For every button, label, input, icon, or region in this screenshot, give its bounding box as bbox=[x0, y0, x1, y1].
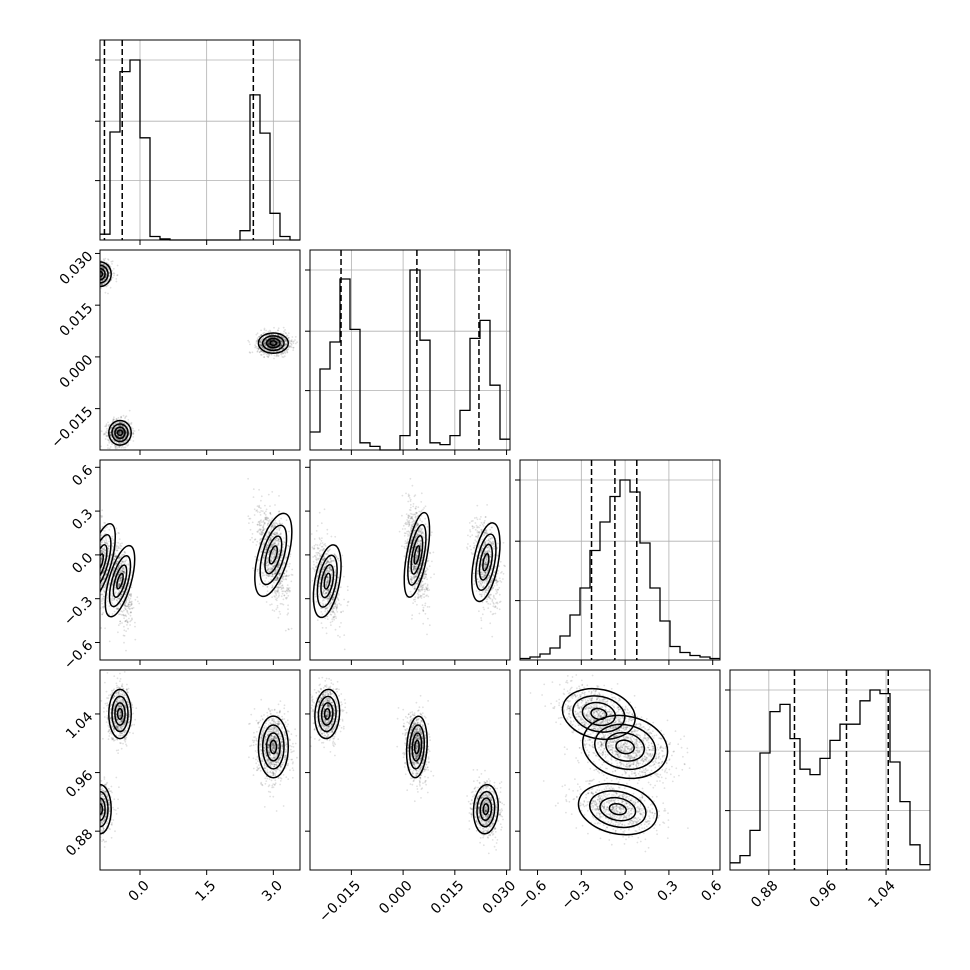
panel-3-0 bbox=[95, 669, 301, 875]
x-tick-label: 0.0 bbox=[126, 878, 153, 905]
contour-group bbox=[314, 688, 341, 740]
contour-group bbox=[561, 687, 636, 740]
contour-group bbox=[108, 419, 132, 446]
histogram-bars bbox=[520, 479, 720, 660]
x-tick-label: 0.0 bbox=[611, 878, 638, 905]
x-tick-label: 0.96 bbox=[807, 878, 840, 911]
y-tick-label: 0.88 bbox=[63, 826, 96, 859]
contour-group bbox=[403, 511, 431, 598]
contour-group bbox=[100, 522, 117, 602]
contour-group bbox=[581, 714, 669, 780]
panel-3-1 bbox=[305, 669, 511, 875]
panel-frame bbox=[309, 669, 511, 871]
panel-1-1 bbox=[305, 249, 511, 455]
x-tick-label: 1.04 bbox=[865, 878, 898, 911]
y-tick-label: 0.96 bbox=[63, 768, 96, 801]
panel-frame bbox=[99, 39, 301, 241]
histogram-bars bbox=[100, 59, 300, 241]
x-tick-label: −0.015 bbox=[316, 878, 364, 926]
contour-group bbox=[577, 782, 658, 836]
panel-frame bbox=[729, 669, 931, 871]
y-tick-label: 0.030 bbox=[57, 248, 97, 288]
scatter-points bbox=[310, 477, 506, 651]
x-tick-label: 0.88 bbox=[748, 878, 781, 911]
histogram-bars bbox=[730, 689, 930, 866]
contour-group bbox=[405, 715, 428, 779]
panel-frame bbox=[99, 459, 301, 661]
y-tick-label: −0.3 bbox=[61, 594, 96, 629]
y-tick-label: 0.6 bbox=[69, 462, 96, 489]
y-tick-label: −0.015 bbox=[48, 404, 96, 452]
panel-frame bbox=[309, 459, 511, 661]
y-tick-label: 0.3 bbox=[69, 506, 96, 533]
panel-3-2 bbox=[515, 669, 721, 875]
panel-3-3 bbox=[725, 669, 931, 875]
scatter-points bbox=[100, 477, 294, 652]
y-tick-label: 0.000 bbox=[57, 352, 97, 392]
x-tick-label: −0.6 bbox=[515, 878, 550, 913]
contour-group bbox=[470, 522, 501, 603]
x-tick-label: 0.3 bbox=[655, 878, 682, 905]
panel-0-0 bbox=[95, 39, 301, 245]
scatter-points bbox=[529, 674, 691, 853]
panel-2-1 bbox=[305, 459, 511, 665]
panel-2-0 bbox=[95, 459, 301, 665]
panel-frame bbox=[519, 669, 721, 871]
contour-group bbox=[312, 544, 342, 619]
panel-frame bbox=[99, 249, 301, 451]
x-tick-label: 0.030 bbox=[480, 878, 520, 918]
x-tick-label: 1.5 bbox=[192, 878, 219, 905]
panel-frame bbox=[309, 249, 511, 451]
scatter-points bbox=[100, 671, 298, 848]
y-tick-label: 1.04 bbox=[63, 709, 96, 742]
y-tick-label: 0.0 bbox=[69, 550, 96, 577]
x-tick-label: 0.015 bbox=[428, 878, 468, 918]
contour-group bbox=[104, 544, 136, 618]
contour-group bbox=[257, 332, 290, 354]
contour-group bbox=[108, 688, 132, 740]
x-tick-label: 0.6 bbox=[698, 878, 725, 905]
x-tick-label: 0.000 bbox=[376, 878, 416, 918]
x-tick-label: −0.3 bbox=[559, 878, 594, 913]
panel-frame bbox=[99, 669, 301, 871]
contour-group bbox=[254, 512, 293, 598]
scatter-points bbox=[100, 257, 298, 450]
panel-frame bbox=[519, 459, 721, 661]
panel-1-0 bbox=[95, 249, 301, 455]
y-tick-label: 0.015 bbox=[57, 300, 97, 340]
x-tick-label: 3.0 bbox=[259, 878, 286, 905]
y-tick-label: −0.6 bbox=[61, 637, 96, 672]
contour-group bbox=[472, 783, 499, 835]
scatter-points bbox=[310, 676, 505, 855]
contour-group bbox=[257, 715, 290, 779]
histogram-bars bbox=[310, 269, 510, 451]
panel-2-2 bbox=[515, 459, 721, 665]
